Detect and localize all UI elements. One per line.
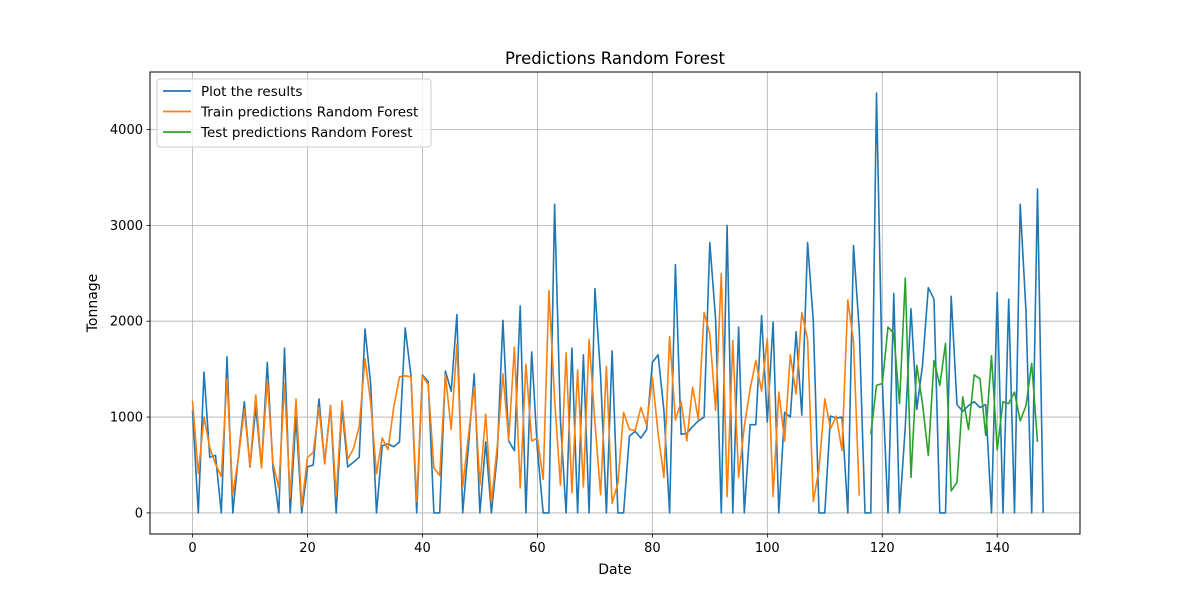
x-axis-ticks: 0 20 40 60 80 100 120 140 (188, 534, 1010, 556)
legend: Plot the results Train predictions Random… (156, 78, 432, 148)
x-tick-label: 100 (755, 541, 780, 556)
x-tick-label: 140 (985, 541, 1010, 556)
x-tick-label: 80 (644, 541, 661, 556)
x-tick-label: 20 (299, 541, 316, 556)
legend-label: Train predictions Random Forest (200, 105, 418, 121)
chart-title: Predictions Random Forest (505, 49, 726, 68)
plot-area-background (150, 72, 1080, 534)
y-tick-label: 3000 (110, 219, 143, 234)
y-tick-label: 2000 (110, 315, 143, 330)
y-tick-label: 4000 (110, 123, 143, 138)
x-tick-label: 0 (188, 541, 196, 556)
x-tick-label: 60 (529, 541, 546, 556)
series-line-2 (191, 272, 861, 508)
legend-label: Test predictions Random Forest (200, 125, 413, 141)
y-tick-label: 0 (135, 506, 143, 521)
x-tick-label: 40 (414, 541, 431, 556)
plot-area-frame (149, 71, 1081, 535)
x-tick-label: 120 (870, 541, 895, 556)
series-line-3 (870, 277, 1039, 492)
y-tick-label: 1000 (110, 411, 143, 426)
series-lines (191, 92, 1044, 514)
legend-frame (156, 78, 432, 148)
y-axis-ticks: 0 1000 2000 3000 4000 (110, 123, 150, 521)
legend-entries: Plot the results Train predictions Random… (163, 84, 418, 141)
legend-label: Plot the results (201, 84, 302, 100)
y-axis-label: Tonnage (85, 274, 101, 334)
x-axis-label: Date (598, 562, 631, 578)
